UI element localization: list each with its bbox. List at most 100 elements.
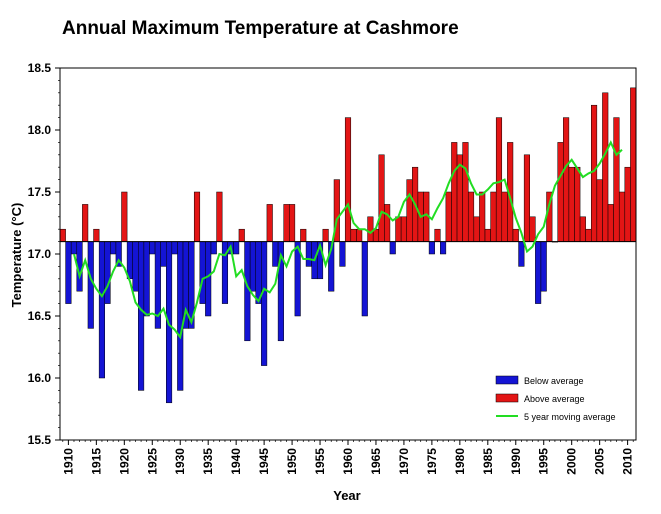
x-tick-label: 1915 xyxy=(89,448,103,475)
bar-2004 xyxy=(591,104,598,242)
x-tick-label: 1970 xyxy=(397,448,411,475)
bar-1994 xyxy=(535,241,542,304)
bar-1945 xyxy=(261,241,268,366)
bar-1985 xyxy=(484,228,491,242)
x-tick-label: 1965 xyxy=(369,448,383,475)
y-tick-label: 17.5 xyxy=(28,185,52,199)
bar-group xyxy=(59,87,637,404)
x-tick-label: 1990 xyxy=(509,448,523,475)
bar-1998 xyxy=(557,142,564,242)
bar-1914 xyxy=(87,241,94,329)
bar-1947 xyxy=(272,241,279,267)
bar-1934 xyxy=(199,241,206,304)
bar-1940 xyxy=(233,241,240,255)
bar-2000 xyxy=(568,166,575,242)
bar-1969 xyxy=(395,216,402,242)
legend: Below average Above average 5 year moving … xyxy=(495,375,616,422)
x-tick-label: 1910 xyxy=(61,448,75,475)
bar-1984 xyxy=(479,191,486,242)
bar-1990 xyxy=(512,228,519,242)
x-tick-label: 2005 xyxy=(593,448,607,475)
x-tick-label: 1940 xyxy=(229,448,243,475)
x-axis-label: Year xyxy=(333,488,360,503)
bar-1935 xyxy=(205,241,212,317)
bar-1977 xyxy=(440,241,447,255)
x-tick-label: 1995 xyxy=(537,448,551,475)
bar-1971 xyxy=(406,179,413,242)
bar-1949 xyxy=(283,204,290,242)
bar-2008 xyxy=(613,117,620,242)
bar-1941 xyxy=(238,228,245,242)
x-tick-label: 1945 xyxy=(257,448,271,475)
y-tick-label: 18.5 xyxy=(28,61,52,75)
x-tick-label: 1985 xyxy=(481,448,495,475)
axes-group xyxy=(55,67,637,445)
x-tick-label: 1935 xyxy=(201,448,215,475)
bar-2009 xyxy=(618,191,626,242)
x-tick-label: 1920 xyxy=(117,448,131,475)
bar-2005 xyxy=(596,179,603,242)
bar-1988 xyxy=(501,191,508,242)
bar-1943 xyxy=(249,241,256,292)
bar-1975 xyxy=(428,241,435,255)
bar-1967 xyxy=(384,204,391,242)
bar-1999 xyxy=(563,117,570,242)
y-tick-label: 17.0 xyxy=(28,247,52,261)
bar-1933 xyxy=(193,191,201,242)
bar-2007 xyxy=(607,204,614,242)
chart-title: Annual Maximum Temperature at Cashmore xyxy=(62,18,459,39)
y-tick-label: 16.5 xyxy=(28,309,52,323)
bar-1916 xyxy=(98,241,105,379)
bar-1993 xyxy=(529,216,536,242)
x-tick-label: 1925 xyxy=(145,448,159,475)
bar-1953 xyxy=(305,241,312,267)
legend-swatch-above xyxy=(495,393,519,403)
bar-1929 xyxy=(171,241,178,255)
bar-2010 xyxy=(624,166,631,242)
y-tick-label: 16.0 xyxy=(28,371,52,385)
bar-1925 xyxy=(149,241,156,255)
bar-1918 xyxy=(110,241,117,255)
bar-1952 xyxy=(300,228,307,242)
bar-1982 xyxy=(467,191,475,242)
bar-1962 xyxy=(356,228,363,242)
bar-1920 xyxy=(121,191,128,242)
legend-label: Below average xyxy=(524,376,584,386)
bar-1913 xyxy=(82,204,89,242)
bar-1910 xyxy=(65,241,72,304)
legend-label: 5 year moving average xyxy=(524,412,616,422)
bar-1991 xyxy=(518,241,525,267)
bar-1956 xyxy=(322,228,329,242)
x-tick-label: 1950 xyxy=(285,448,299,475)
bar-1964 xyxy=(367,216,374,242)
bar-1950 xyxy=(289,204,296,242)
bar-2011 xyxy=(630,87,637,242)
x-tick-label: 1980 xyxy=(453,448,467,475)
bar-1961 xyxy=(350,228,357,242)
moving-average-line xyxy=(73,140,623,340)
bar-1987 xyxy=(495,117,503,242)
bar-2006 xyxy=(602,92,609,242)
y-tick-label: 15.5 xyxy=(28,433,52,447)
legend-label: Above average xyxy=(524,394,585,404)
bar-1986 xyxy=(490,191,497,242)
y-axis-label: Temperature (°C) xyxy=(9,203,24,308)
bar-1909 xyxy=(59,228,66,242)
bar-1960 xyxy=(344,117,352,242)
bar-1970 xyxy=(400,216,407,242)
bar-1922 xyxy=(132,241,139,292)
bar-1946 xyxy=(266,204,273,242)
bar-1963 xyxy=(361,241,368,317)
y-tick-labels: 15.5 16.0 16.5 17.0 17.5 18.0 18.5 xyxy=(28,61,52,447)
bar-1937 xyxy=(216,191,223,242)
moving-average-group xyxy=(73,140,623,340)
bar-1911 xyxy=(70,241,78,255)
x-tick-label: 1960 xyxy=(341,448,355,475)
bar-2002 xyxy=(579,216,586,242)
bar-1927 xyxy=(160,241,167,267)
bar-1995 xyxy=(540,241,547,292)
x-tick-label: 2000 xyxy=(565,448,579,475)
bar-1978 xyxy=(445,191,452,242)
bar-1968 xyxy=(389,241,396,255)
